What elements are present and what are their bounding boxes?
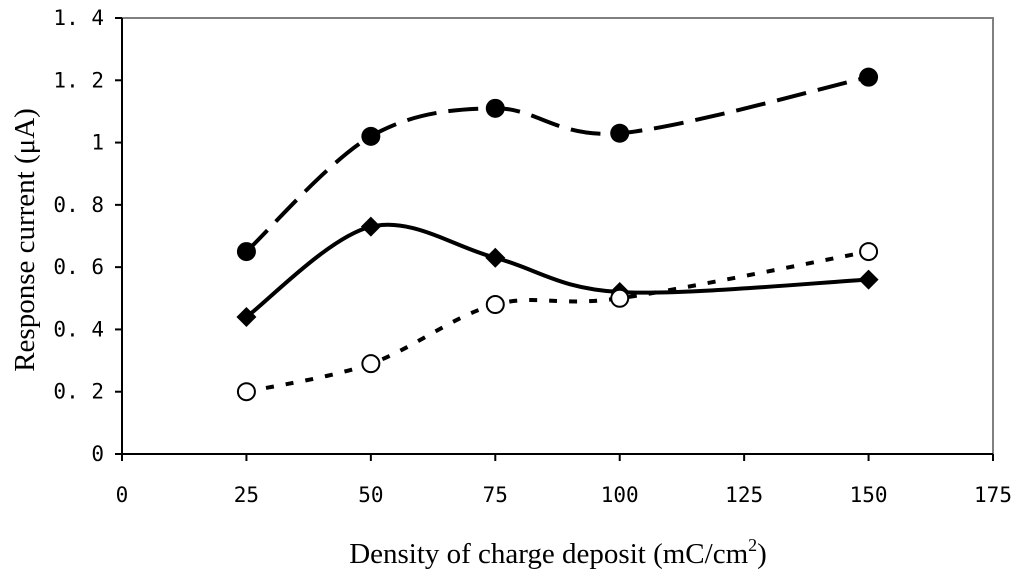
y-tick-label: 0. 6 [53, 255, 104, 279]
series-3-line [245, 249, 869, 394]
series-3-point [859, 242, 879, 262]
y-tick-label: 1. 2 [53, 68, 104, 92]
x-tick-label: 125 [725, 483, 763, 507]
y-tick-label: 0. 4 [53, 317, 104, 341]
series-2-point [360, 216, 381, 237]
series-1-point [610, 123, 630, 143]
series-layer [236, 67, 879, 402]
series-1-point [236, 242, 256, 262]
series-2-point [858, 269, 879, 290]
x-axis-title-main: Density of charge deposit (mC/cm [349, 538, 748, 570]
x-tick-label: 100 [601, 483, 639, 507]
series-1-line [245, 75, 870, 254]
series-1-point [361, 126, 381, 146]
axis-ticks: 0 25 50 75 100 125 150 175 0 0. 2 0. 4 0. 6 0. 8 1 1. … [53, 6, 1012, 507]
x-tick-label: 0 [116, 483, 129, 507]
series-1-point [485, 98, 505, 118]
y-tick-label: 1 [91, 131, 104, 155]
series-2-point [485, 247, 506, 268]
y-axis-title: Response current (μA) [9, 108, 41, 372]
x-tick-label: 150 [850, 483, 888, 507]
x-axis-title-superscript: 2 [748, 535, 757, 555]
y-tick-label: 0. 2 [53, 380, 104, 404]
y-tick-label: 0. 8 [53, 193, 104, 217]
y-tick-label: 1. 4 [53, 6, 104, 30]
x-tick-label: 175 [974, 483, 1012, 507]
series-2-line [245, 222, 869, 319]
y-tick-label: 0 [91, 442, 104, 466]
series-1-point [859, 67, 879, 87]
x-tick-label: 75 [483, 483, 508, 507]
x-tick-label: 50 [358, 483, 383, 507]
series-3-point [236, 382, 256, 402]
series-3-point [485, 295, 505, 315]
series-3-point [610, 288, 630, 308]
x-axis-title-suffix: ) [757, 538, 767, 570]
series-3-point [361, 354, 381, 374]
series-2-point [236, 306, 257, 327]
x-axis-title: Density of charge deposit (mC/cm2) [349, 535, 767, 570]
x-tick-label: 25 [234, 483, 259, 507]
